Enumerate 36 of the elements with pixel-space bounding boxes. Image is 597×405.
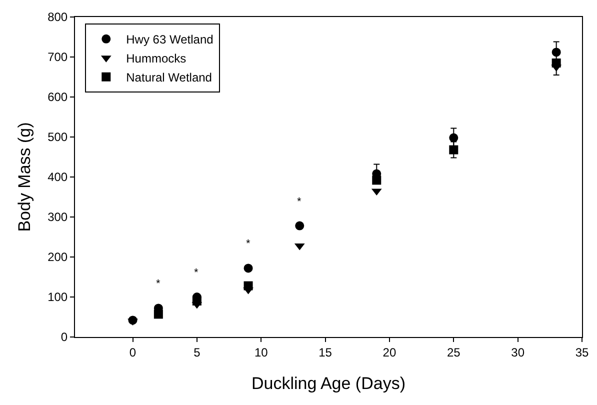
- y-tick-label: 600: [48, 90, 68, 104]
- point: [552, 58, 561, 68]
- y-tick-label: 700: [48, 50, 68, 64]
- point: [192, 296, 202, 306]
- annotation: *: [156, 278, 161, 290]
- x-tick-label: 30: [511, 345, 525, 360]
- x-tick-label: 20: [382, 345, 396, 360]
- annotation: *: [194, 267, 199, 279]
- point: [372, 176, 382, 185]
- y-tick-label: 100: [48, 290, 68, 304]
- legend-label: Hwy 63 Wetland: [126, 32, 214, 47]
- x-tick-label: 0: [129, 345, 136, 360]
- y-axis-title: Body Mass (g): [15, 122, 34, 232]
- x-tick-label: 10: [254, 345, 268, 360]
- point: [552, 48, 561, 57]
- y-tick-label: 200: [48, 250, 68, 264]
- y-tick-label: 0: [60, 330, 68, 344]
- x-tick-label: 25: [446, 345, 461, 360]
- point: [244, 281, 253, 290]
- y-tick-label: 800: [48, 10, 68, 24]
- x-tick-label: 15: [318, 345, 332, 360]
- point: [154, 310, 163, 319]
- y-tick-label: 500: [48, 130, 68, 144]
- y-tick-label: 300: [48, 210, 68, 224]
- point: [295, 221, 304, 230]
- point: [449, 133, 458, 142]
- legend-label: Hummocks: [126, 52, 186, 66]
- annotation: *: [246, 238, 251, 250]
- y-tick-label: 400: [48, 170, 68, 184]
- x-tick-label: 35: [575, 345, 589, 360]
- x-axis-title: Duckling Age (Days): [251, 374, 406, 393]
- point: [244, 264, 253, 273]
- point: [449, 145, 458, 154]
- legend-label: Natural Wetland: [126, 70, 212, 85]
- x-tick-label: 5: [194, 345, 201, 360]
- annotation: *: [297, 196, 302, 208]
